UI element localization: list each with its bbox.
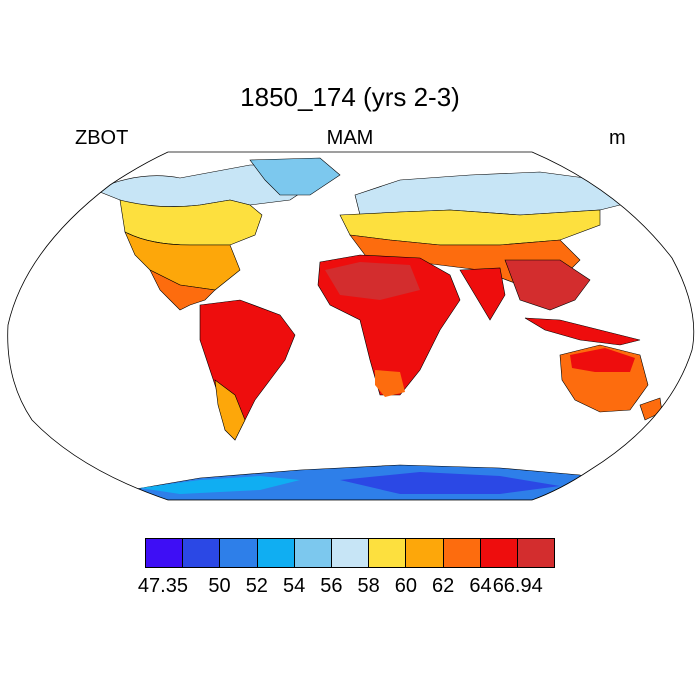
southeast-asia [504, 259, 591, 311]
central-america [149, 269, 216, 311]
colorbar-swatch [183, 539, 221, 567]
colorbar-swatch [443, 539, 481, 567]
colorbar-tick-label: 60 [394, 575, 418, 597]
colorbar-tick-label: 50 [208, 575, 231, 597]
south-america-south [214, 379, 246, 441]
season-label: MAM [326, 127, 374, 149]
colorbar-swatch [294, 539, 332, 567]
colorbar-swatch [480, 539, 518, 567]
indonesia [524, 317, 641, 346]
colorbar [145, 538, 555, 568]
colorbar-swatch [220, 539, 258, 567]
colorbar-tick-label: 54 [282, 575, 306, 597]
globe-outline [7, 151, 695, 501]
colorbar-swatch [331, 539, 370, 567]
colorbar-tick-label: 52 [245, 575, 268, 597]
australia-north [570, 348, 635, 372]
map-title: 1850_174 (yrs 2-3) [240, 82, 460, 112]
land-regions [94, 157, 663, 500]
colorbar-swatch [517, 539, 555, 567]
colorbar-swatch [369, 539, 407, 567]
colorbar-tick-label: 47.35 [137, 575, 188, 597]
sahara [325, 262, 420, 300]
south-america [199, 299, 296, 441]
new-zealand [639, 397, 663, 421]
colorbar-tick-label: 56 [320, 575, 343, 597]
colorbar-tick-label: 64 [469, 575, 492, 597]
north-america-mid [119, 199, 263, 246]
colorbar-swatch [146, 539, 184, 567]
south-africa [375, 370, 405, 397]
eurasia-north [354, 171, 641, 216]
variable-label: ZBOT [75, 127, 129, 149]
antarctica-interior [340, 472, 560, 494]
india [459, 267, 506, 321]
colorbar-swatch [406, 539, 444, 567]
colorbar-tick-label: 62 [432, 575, 455, 597]
units-label: m [609, 127, 626, 149]
antarctica-edge [140, 476, 300, 494]
colorbar-swatch [257, 539, 295, 567]
greenland [249, 157, 341, 196]
colorbar-tick-label: 66.94 [492, 575, 543, 597]
colorbar-tick-label: 58 [357, 575, 380, 597]
